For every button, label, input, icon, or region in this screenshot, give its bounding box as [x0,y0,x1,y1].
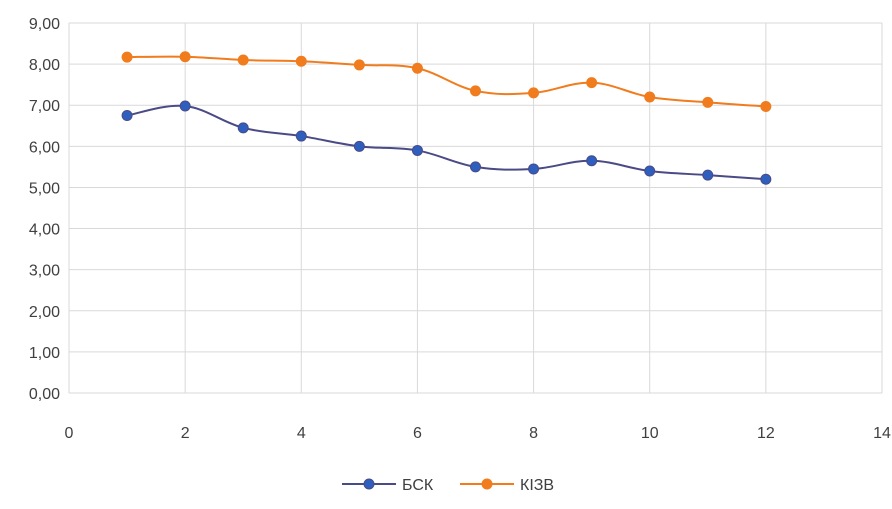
data-point [353,59,365,71]
data-point [586,77,598,89]
x-tick-label: 14 [873,425,891,442]
series-line-0 [126,104,766,181]
data-point [702,96,714,108]
y-tick-label: 3,00 [29,263,60,280]
x-tick-label: 8 [529,425,538,442]
data-point [644,91,656,103]
data-point [760,173,772,185]
data-point [179,100,191,112]
y-tick-label: 7,00 [29,98,60,115]
y-tick-label: 8,00 [29,57,60,74]
legend-label: БСК [402,477,434,494]
y-tick-label: 9,00 [29,16,60,33]
legend-item: БСК [342,477,434,494]
data-point [470,161,481,173]
data-point [411,62,423,74]
legend-marker [363,478,375,490]
data-point [295,130,307,142]
data-point [586,155,598,167]
data-point [528,163,540,175]
x-tick-label: 4 [297,425,306,442]
legend-marker [481,478,493,490]
x-tick-label: 0 [65,425,74,442]
data-point [121,51,133,63]
x-tick-label: 10 [641,425,659,442]
x-axis-tick-labels: 0 2 4 6 8 10 12 14 [65,425,891,442]
y-tick-label: 6,00 [29,139,60,156]
y-tick-label: 1,00 [29,345,60,362]
data-point [702,169,714,181]
data-point [470,85,481,97]
legend-item: КІЗВ [460,477,554,494]
data-point [353,140,365,152]
y-axis-tick-labels: 0,00 1,00 2,00 3,00 4,00 5,00 6,00 7,00 8,00 9,00 [29,16,60,403]
grid [68,22,883,394]
series-points [121,51,772,185]
legend-label: КІЗВ [520,477,554,494]
data-point [237,122,249,134]
data-point [121,110,133,121]
legend: БСК КІЗВ [342,477,554,494]
data-point [179,51,191,63]
y-tick-label: 5,00 [29,180,60,197]
data-point [644,165,656,177]
x-tick-label: 6 [413,425,422,442]
x-tick-label: 2 [181,425,190,442]
y-tick-label: 0,00 [29,386,60,403]
x-tick-label: 12 [757,425,775,442]
data-point [411,144,423,156]
data-point [528,87,540,99]
data-point [295,55,307,67]
data-point [237,54,249,66]
y-tick-label: 4,00 [29,222,60,239]
y-tick-label: 2,00 [29,304,60,321]
data-point [760,100,772,112]
series-lines [126,55,766,181]
